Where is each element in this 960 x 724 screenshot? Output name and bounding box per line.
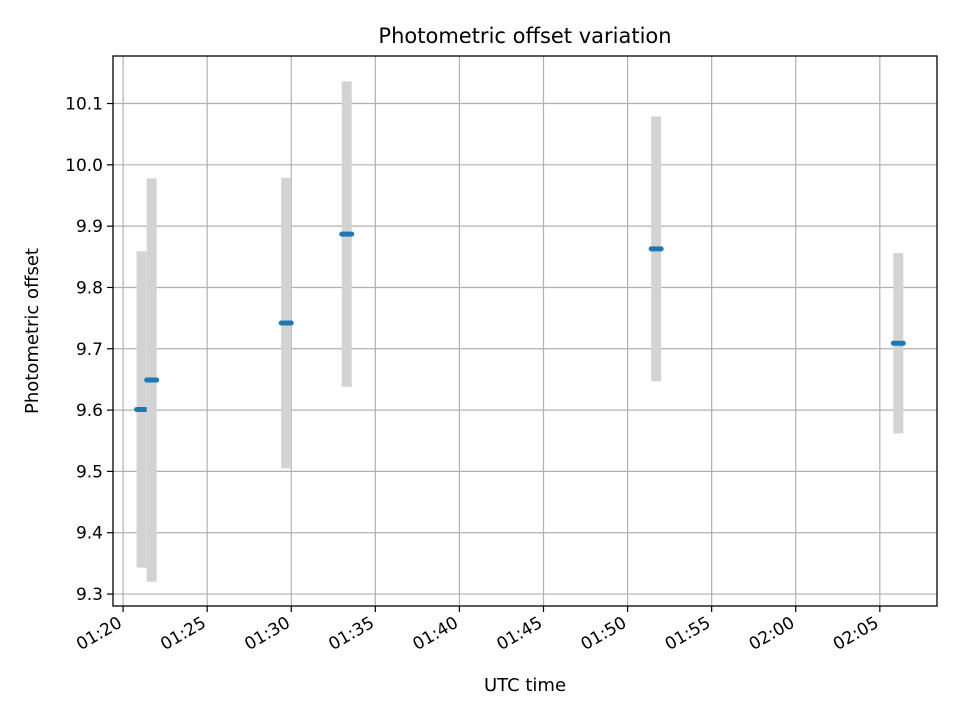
y-tick-label: 9.7	[76, 340, 103, 360]
plot-data	[134, 81, 906, 582]
y-tick-label: 9.3	[76, 585, 103, 605]
y-tick-label: 9.4	[76, 524, 103, 544]
y-tick-label: 9.6	[76, 401, 103, 421]
y-tick-label: 9.8	[76, 278, 103, 298]
grid	[113, 56, 937, 606]
chart-title: Photometric offset variation	[378, 24, 671, 48]
x-axis-label: UTC time	[484, 675, 566, 696]
plot-frame	[112, 55, 938, 607]
y-axis-label: Photometric offset	[22, 248, 43, 414]
y-tick-label: 10.1	[65, 95, 103, 115]
y-tick-label: 10.0	[65, 156, 103, 176]
y-tick-label: 9.9	[76, 217, 103, 237]
y-tick-label: 9.5	[76, 462, 103, 482]
